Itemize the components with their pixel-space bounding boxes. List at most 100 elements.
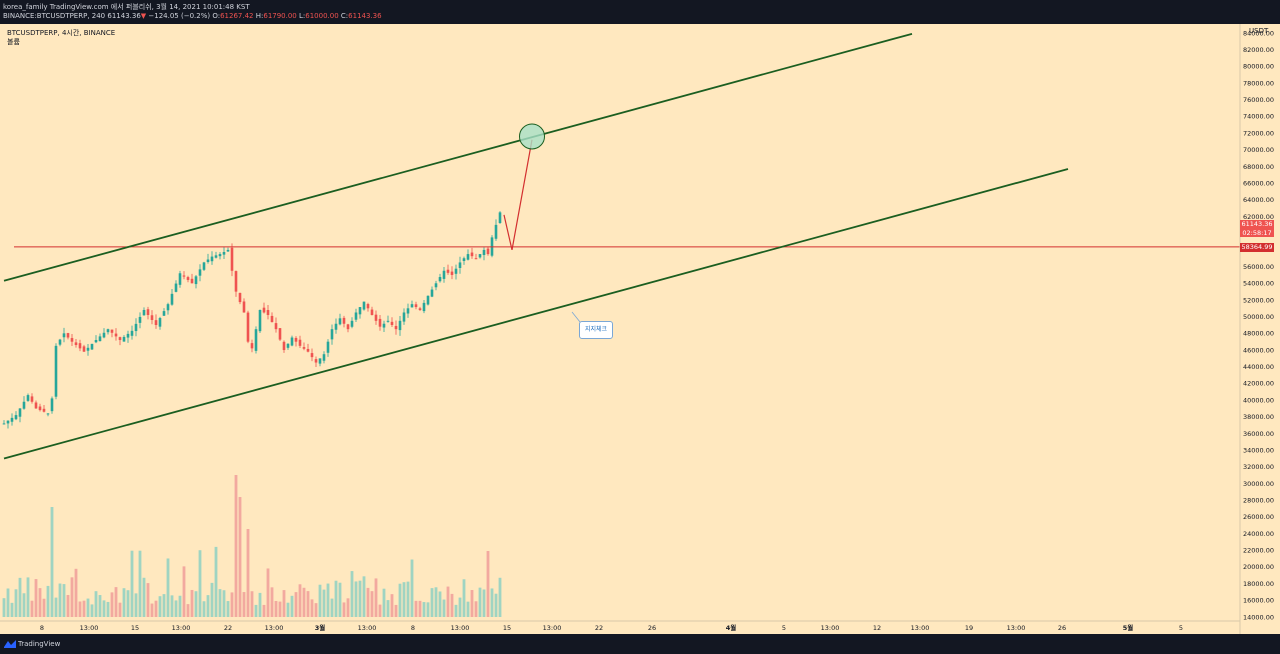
candle — [374, 314, 378, 321]
volume-bar — [306, 591, 310, 617]
volume-bar — [226, 601, 230, 617]
volume-bar — [142, 577, 146, 617]
candle — [386, 320, 390, 322]
time-tick-label: 22 — [224, 624, 232, 632]
volume-bar — [82, 600, 86, 617]
candle — [446, 269, 450, 273]
candle — [110, 329, 114, 333]
candle — [26, 395, 30, 401]
candle — [198, 269, 202, 276]
volume-bar — [222, 590, 226, 617]
volume-bar — [366, 587, 370, 617]
candle — [378, 318, 382, 327]
level-tag: 58364.99 — [1240, 243, 1274, 252]
time-tick-label: 13:00 — [543, 624, 562, 632]
volume-bar — [22, 593, 26, 617]
candle — [458, 262, 462, 269]
volume-layer — [2, 475, 502, 617]
candle — [406, 308, 410, 314]
candle — [250, 343, 254, 349]
volume-bar — [62, 584, 66, 617]
volume-bar — [342, 602, 346, 617]
candle — [254, 329, 258, 351]
candle — [150, 315, 154, 320]
volume-bar — [242, 592, 246, 617]
candle — [382, 323, 386, 328]
price-tick-label: 68000.00 — [1243, 163, 1274, 171]
candle — [210, 256, 214, 262]
volume-bar — [290, 595, 294, 617]
candles-layer — [2, 211, 502, 429]
time-tick-label: 13:00 — [358, 624, 377, 632]
support-check-note[interactable]: 지지체크 — [579, 321, 613, 339]
currency-label[interactable]: USDT — [1249, 27, 1269, 35]
candle — [54, 345, 58, 397]
candle — [70, 338, 74, 342]
candle — [10, 417, 14, 422]
candle — [450, 271, 454, 275]
price-tick-label: 22000.00 — [1243, 547, 1274, 555]
price-tick-label: 20000.00 — [1243, 563, 1274, 571]
time-tick-label: 13:00 — [265, 624, 284, 632]
volume-bar — [170, 595, 174, 617]
time-tick-label: 5 — [782, 624, 786, 632]
volume-bar — [318, 584, 322, 617]
candle — [78, 343, 82, 349]
volume-bar — [334, 580, 338, 617]
candle — [334, 323, 338, 330]
price-tick-label: 24000.00 — [1243, 530, 1274, 538]
candle — [194, 276, 198, 285]
time-tick-label: 13:00 — [821, 624, 840, 632]
price-tick-label: 56000.00 — [1243, 263, 1274, 271]
time-tick-label: 4월 — [726, 623, 737, 632]
candle — [410, 304, 414, 308]
candle — [346, 324, 350, 330]
candle — [2, 423, 6, 425]
candle — [290, 337, 294, 346]
candle — [270, 315, 274, 323]
volume-bar — [362, 576, 366, 617]
candle — [230, 247, 234, 271]
price-tick-label: 18000.00 — [1243, 580, 1274, 588]
candle — [298, 339, 302, 346]
candle — [302, 347, 306, 349]
candle — [182, 275, 186, 277]
candle — [162, 311, 166, 316]
volume-bar — [202, 601, 206, 617]
candle — [286, 343, 290, 348]
volume-bar — [430, 588, 434, 617]
volume-bar — [238, 497, 242, 617]
volume-bar — [286, 602, 290, 617]
candle — [426, 295, 430, 305]
price-tick-label: 48000.00 — [1243, 330, 1274, 338]
volume-bar — [14, 589, 18, 617]
volume-bar — [234, 475, 238, 617]
volume-bar — [422, 602, 426, 617]
candle — [294, 337, 298, 342]
close-label: C: — [340, 12, 349, 20]
candle — [158, 318, 162, 327]
price-tick-label: 54000.00 — [1243, 280, 1274, 288]
volume-bar — [382, 588, 386, 617]
volume-bar — [78, 601, 82, 617]
price-tick-label: 42000.00 — [1243, 380, 1274, 388]
candle — [478, 254, 482, 258]
volume-bar — [150, 603, 154, 617]
volume-bar — [446, 586, 450, 617]
volume-bar — [454, 604, 458, 617]
time-tick-label: 5월 — [1123, 623, 1134, 632]
candle — [442, 270, 446, 279]
candle — [318, 358, 322, 364]
candle — [82, 346, 86, 352]
legend-volume: 볼륨 — [7, 38, 20, 46]
chart-pane[interactable] — [0, 24, 1280, 634]
volume-bar — [6, 588, 10, 617]
candle — [462, 258, 466, 261]
candle — [62, 333, 66, 338]
volume-bar — [130, 550, 134, 617]
volume-bar — [218, 589, 222, 617]
volume-bar — [66, 594, 70, 617]
volume-bar — [194, 591, 198, 617]
volume-bar — [266, 568, 270, 617]
